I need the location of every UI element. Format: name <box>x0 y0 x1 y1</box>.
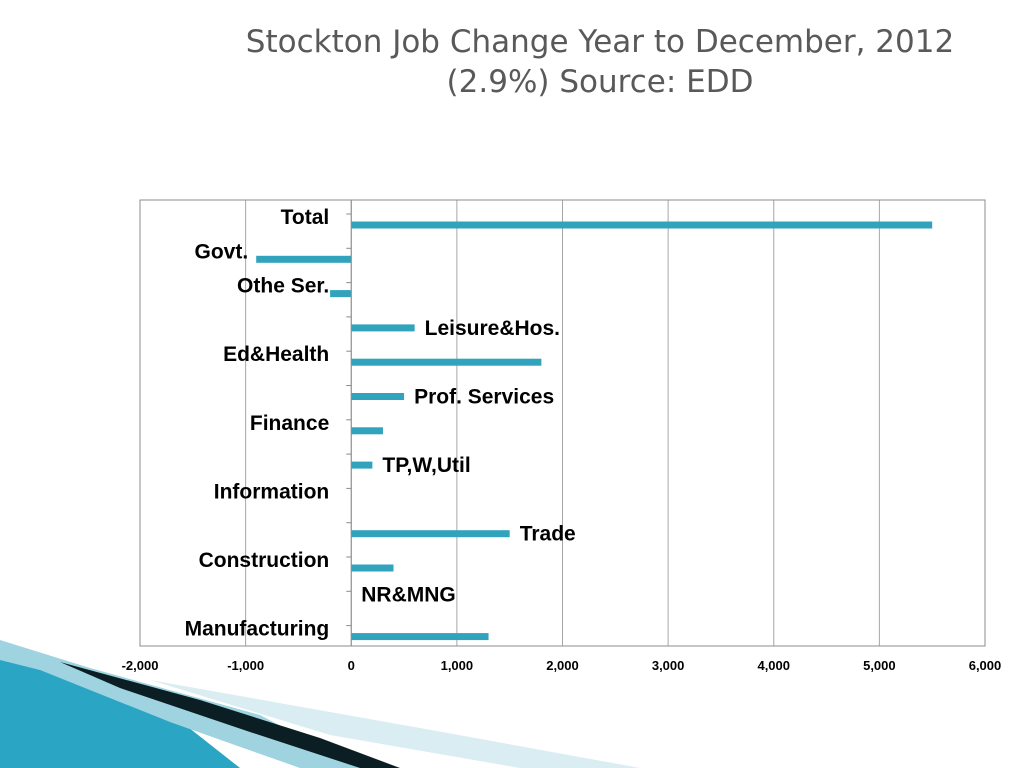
bar <box>351 564 394 572</box>
slide-title: Stockton Job Change Year to December, 20… <box>160 22 1024 102</box>
category-label: Leisure&Hos. <box>425 317 560 340</box>
bar <box>351 324 415 332</box>
category-label: Trade <box>520 523 576 546</box>
bars <box>256 221 933 641</box>
x-tick-label: -2,000 <box>122 658 159 673</box>
category-label: Finance <box>250 412 329 435</box>
category-labels: Total Govt. Othe Ser. Leisure&Hos. Ed&Health… <box>185 206 576 641</box>
bar <box>351 427 383 435</box>
category-label: Othe Ser. <box>237 275 329 298</box>
x-tick-label: 1,000 <box>441 658 474 673</box>
decor-dark-stripe <box>60 662 400 768</box>
x-tick-label: 4,000 <box>757 658 790 673</box>
category-label: Ed&Health <box>223 343 329 366</box>
category-label: Prof. Services <box>414 386 554 409</box>
slide-title-line-1: Stockton Job Change Year to December, 20… <box>245 24 955 60</box>
x-tick-label: -1,000 <box>227 658 264 673</box>
gridlines <box>245 200 880 646</box>
decor-pale-stripe <box>150 680 640 768</box>
category-label: TP,W,Util <box>382 454 470 477</box>
x-tick-label: 5,000 <box>863 658 896 673</box>
bar <box>351 393 405 400</box>
bar <box>256 255 352 263</box>
axes <box>346 200 352 646</box>
bar <box>330 290 352 298</box>
category-label: Construction <box>199 549 330 572</box>
category-label: Manufacturing <box>185 618 330 641</box>
bar <box>351 530 510 538</box>
category-label: NR&MNG <box>361 583 456 606</box>
bar <box>351 358 542 366</box>
plot-area <box>139 199 986 647</box>
x-tick-label: 6,000 <box>969 658 1002 673</box>
category-label: Information <box>214 480 330 503</box>
x-tick-label: 3,000 <box>652 658 685 673</box>
category-label: Total <box>281 206 330 229</box>
bar <box>351 633 489 641</box>
category-label: Govt. <box>195 240 249 263</box>
x-tick-label: 0 <box>348 658 355 673</box>
x-tick-label: 2,000 <box>546 658 579 673</box>
bar <box>351 461 373 469</box>
x-tick-labels: -2,000 -1,000 0 1,000 2,000 3,000 4,000 5,000 6,… <box>122 658 1002 673</box>
bar <box>351 221 933 229</box>
slide-title-line-2: (2.9%) Source: EDD <box>446 64 754 100</box>
